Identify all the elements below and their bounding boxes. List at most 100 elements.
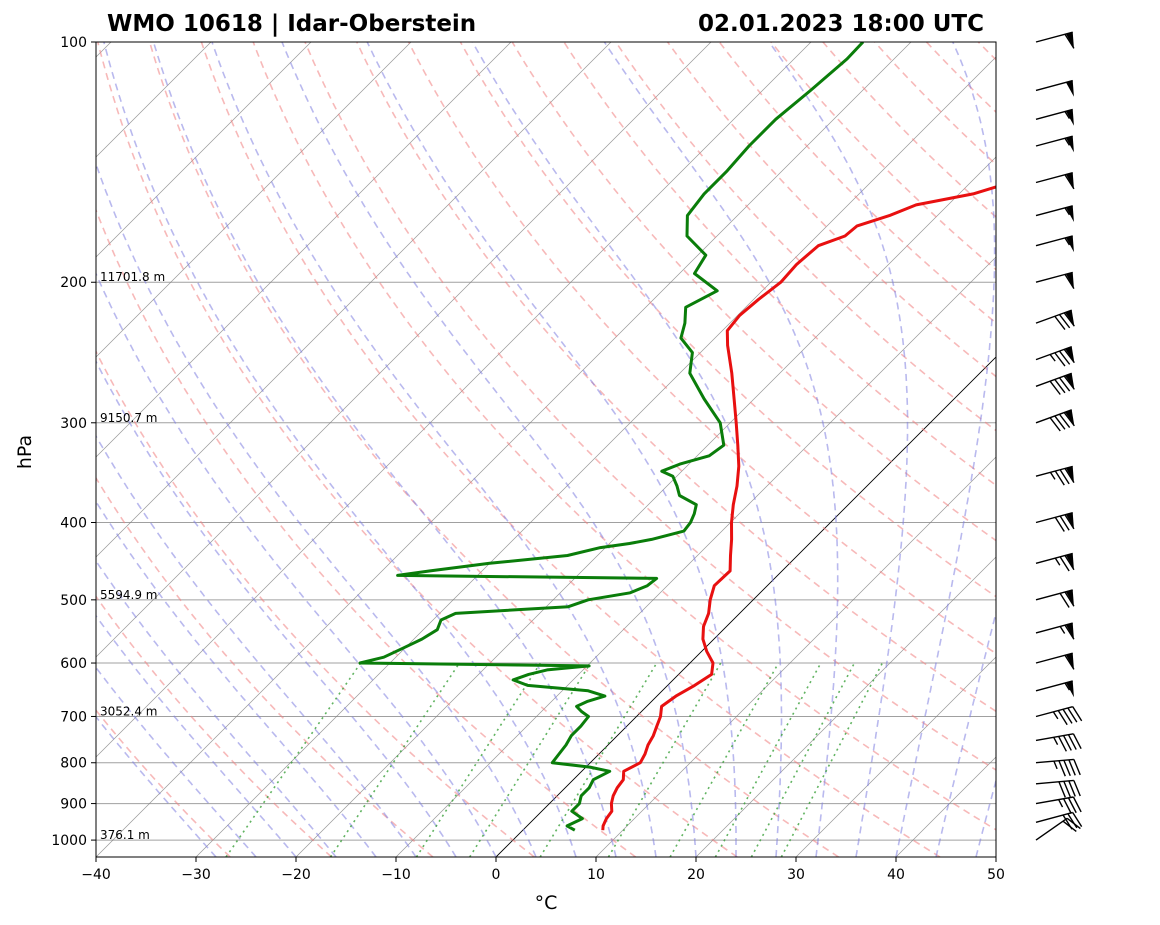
y-tick-label: 800: [60, 756, 87, 772]
barb-half-flag: [1053, 760, 1058, 770]
barb-flag: [1058, 413, 1071, 428]
barb-shaft: [1035, 108, 1073, 120]
barb-flag: [1072, 796, 1082, 813]
chart-title-station: WMO 10618 | Idar-Oberstein: [107, 11, 476, 37]
barb-flag: [1064, 33, 1075, 49]
mixing-ratio-line: [539, 662, 658, 857]
y-tick-label: 500: [60, 593, 87, 609]
x-axis-ticks: −40 −30 −20 −10 0 10 20 30 40 50: [81, 857, 1005, 883]
dry-adiabat-line: [96, 349, 535, 857]
wind-barb: [1035, 372, 1075, 395]
height-label: 5594.9 m: [100, 588, 158, 602]
barb-flag: [1063, 375, 1075, 390]
barb-shaft: [1035, 758, 1074, 764]
y-tick-label: 200: [60, 275, 87, 291]
barb-flag: [1054, 352, 1066, 367]
wind-barb: [1035, 680, 1074, 698]
moist-adiabat-line: [471, 42, 783, 857]
mixing-ratio-line: [415, 662, 542, 857]
barb-shaft: [1035, 235, 1073, 247]
barb-flag: [1063, 759, 1071, 777]
barb-shaft: [1035, 817, 1068, 841]
isotherm-line: [96, 42, 412, 358]
isotherm-line: [595, 456, 996, 857]
wind-barb: [1035, 205, 1074, 222]
wind-barb: [1035, 108, 1074, 126]
barb-shaft: [1035, 796, 1074, 805]
barb-flag: [1059, 556, 1070, 572]
barb-flag: [1072, 812, 1083, 828]
barb-pennant: [1065, 205, 1074, 222]
wind-barb: [1035, 135, 1074, 153]
isotherm-line: [96, 42, 712, 658]
barb-flag: [1058, 781, 1066, 798]
wind-barb: [1035, 779, 1081, 798]
barb-flag: [1059, 469, 1070, 485]
moist-adiabat-line: [768, 42, 909, 857]
barb-shaft: [1035, 31, 1073, 43]
barb-flag: [1054, 516, 1065, 532]
isotherm-line: [96, 42, 612, 558]
x-axis-label: °C: [535, 892, 558, 914]
y-tick-label: 300: [60, 416, 87, 432]
barb-shaft: [1035, 811, 1073, 823]
y-axis-label: hPa: [14, 435, 36, 469]
chart-title-datetime: 02.01.2023 18:00 UTC: [698, 11, 984, 37]
barb-flag: [1054, 315, 1066, 331]
moist-adiabat-line: [96, 614, 297, 857]
x-tick-label: −40: [81, 867, 111, 883]
mixing-ratio-line: [714, 662, 822, 857]
x-tick-label: 0: [492, 867, 501, 883]
barb-flag: [1058, 736, 1067, 752]
wind-barb: [1035, 589, 1075, 608]
wind-barb: [1035, 796, 1082, 814]
x-tick-label: −10: [381, 867, 411, 883]
wind-barb: [1035, 271, 1075, 289]
background-lines: [96, 42, 996, 857]
barb-flag: [1064, 468, 1075, 483]
dry-adiabat-line: [511, 42, 996, 542]
dry-adiabat-line: [96, 208, 637, 857]
barb-flag: [1062, 708, 1073, 724]
barb-flag: [1064, 274, 1075, 289]
dry-adiabat-line: [615, 42, 996, 432]
x-tick-label: 20: [687, 867, 705, 883]
wind-barb: [1035, 465, 1075, 486]
mixing-ratio-line: [750, 662, 856, 857]
barb-flag: [1063, 781, 1071, 798]
barb-flag: [1059, 515, 1070, 531]
x-tick-label: 30: [787, 867, 805, 883]
barb-shaft: [1035, 779, 1074, 785]
barb-half-flag: [1064, 137, 1071, 146]
isotherm-line: [895, 756, 996, 857]
barb-flag: [1058, 760, 1066, 777]
dry-adiabat-line: [666, 42, 996, 378]
dry-adiabat-line: [356, 42, 996, 713]
dry-adiabat-line: [874, 42, 996, 166]
zero-isotherm: [495, 356, 996, 857]
moist-adiabat-line: [152, 42, 617, 857]
dry-adiabat-line: [822, 42, 996, 219]
height-labels: 11701.8 m 9150.7 m 5594.9 m 3052.4 m 376.1 m: [100, 270, 165, 842]
dry-adiabat-line: [925, 42, 996, 114]
barb-pennant: [1065, 680, 1074, 698]
wind-barb: [1035, 309, 1075, 331]
y-tick-label: 900: [60, 797, 87, 813]
wind-barb: [1035, 705, 1083, 726]
barb-shaft: [1035, 79, 1073, 92]
barb-pennant: [1065, 172, 1074, 189]
barb-flag: [1067, 813, 1078, 829]
height-label: 11701.8 m: [100, 270, 165, 284]
moist-adiabat-line: [211, 42, 657, 857]
isotherm-line: [695, 556, 996, 857]
wind-barb: [1035, 235, 1074, 253]
x-tick-label: 50: [987, 867, 1005, 883]
height-label: 9150.7 m: [100, 411, 158, 425]
wind-barb: [1035, 552, 1075, 572]
isotherm-line: [96, 42, 312, 258]
wind-barb: [1035, 79, 1074, 97]
barb-pennant: [1065, 136, 1074, 153]
barb-flag: [1059, 592, 1070, 608]
wind-barb: [1035, 622, 1075, 640]
wind-barb: [1035, 171, 1075, 190]
